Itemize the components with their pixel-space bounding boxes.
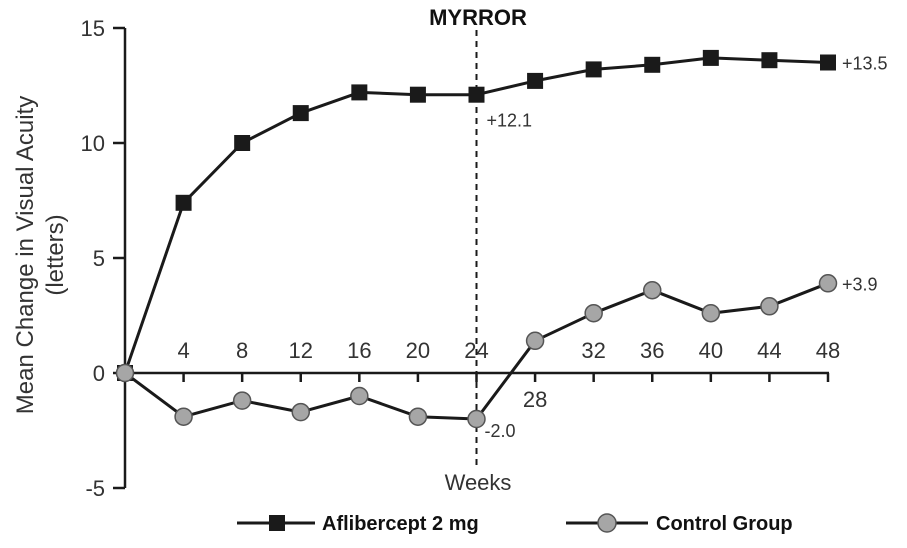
y-axis-label-line2: (letters) xyxy=(42,214,69,295)
x-tick-label: 48 xyxy=(816,338,840,363)
data-label: -2.0 xyxy=(485,421,516,441)
data-point-circle xyxy=(115,363,135,383)
series-aflibercept xyxy=(117,49,836,381)
data-point-circle xyxy=(232,391,252,410)
chart-title: MYRROR xyxy=(429,5,527,30)
x-axis-label: Weeks xyxy=(445,470,512,495)
data-point-square xyxy=(820,54,836,71)
y-axis-label-line1: Mean Change in Visual Acuity xyxy=(12,96,39,414)
data-point-square xyxy=(175,194,192,211)
legend-label-control: Control Group xyxy=(656,513,793,535)
data-point-square xyxy=(702,49,719,66)
y-tick-label: 0 xyxy=(93,361,105,386)
x-tick-label: 28 xyxy=(523,387,547,412)
x-tick-label: 12 xyxy=(289,338,313,363)
y-tick-label: 5 xyxy=(93,246,105,271)
data-point-square xyxy=(292,105,309,122)
data-point-square xyxy=(644,56,661,73)
data-point-circle xyxy=(467,409,486,429)
legend: Aflibercept 2 mg Control Group xyxy=(237,513,793,535)
data-point-square xyxy=(351,84,368,101)
legend-marker-square xyxy=(269,515,285,531)
data-point-square xyxy=(234,135,251,151)
y-axis-label: Mean Change in Visual Acuity (letters) xyxy=(12,96,69,414)
x-tick-label: 32 xyxy=(581,338,605,363)
x-tick-label: 36 xyxy=(640,338,664,363)
data-point-circle xyxy=(525,331,545,351)
series-control xyxy=(115,274,838,429)
legend-item-control: Control Group xyxy=(566,513,793,535)
data-label: +13.5 xyxy=(842,54,888,74)
x-tick-label: 16 xyxy=(347,338,371,363)
data-point-circle xyxy=(760,297,779,316)
x-tick-label: 20 xyxy=(406,338,430,363)
legend-item-aflibercept: Aflibercept 2 mg xyxy=(237,513,479,535)
legend-marker-circle xyxy=(597,513,617,533)
series-line xyxy=(123,56,829,374)
data-point-square xyxy=(409,86,426,103)
data-point-circle xyxy=(408,407,428,426)
y-tick-label: 15 xyxy=(81,16,105,41)
series-layer xyxy=(115,49,838,429)
x-tick-label: 4 xyxy=(177,338,189,363)
data-point-circle xyxy=(701,303,721,323)
data-point-square xyxy=(468,86,485,103)
y-tick-label: -5 xyxy=(85,476,105,501)
data-point-circle xyxy=(291,402,310,422)
y-ticks: -5 0 5 10 15 xyxy=(81,16,125,501)
data-point-square xyxy=(761,52,778,69)
data-label: +3.9 xyxy=(842,274,878,294)
x-tick-label: 44 xyxy=(757,338,781,363)
x-tick-label: 40 xyxy=(699,338,723,363)
data-point-circle xyxy=(584,303,603,323)
data-point-circle xyxy=(350,386,369,406)
x-tick-label: 8 xyxy=(236,338,248,363)
data-label: +12.1 xyxy=(487,111,533,131)
y-tick-label: 10 xyxy=(81,131,105,156)
annotations: +12.1 +13.5 -2.0 +3.9 xyxy=(485,54,888,442)
data-point-square xyxy=(585,61,602,78)
data-point-square xyxy=(527,72,544,89)
legend-label-aflibercept: Aflibercept 2 mg xyxy=(322,513,479,535)
data-point-circle xyxy=(174,407,193,426)
data-point-circle xyxy=(818,274,838,293)
data-point-circle xyxy=(643,280,662,300)
